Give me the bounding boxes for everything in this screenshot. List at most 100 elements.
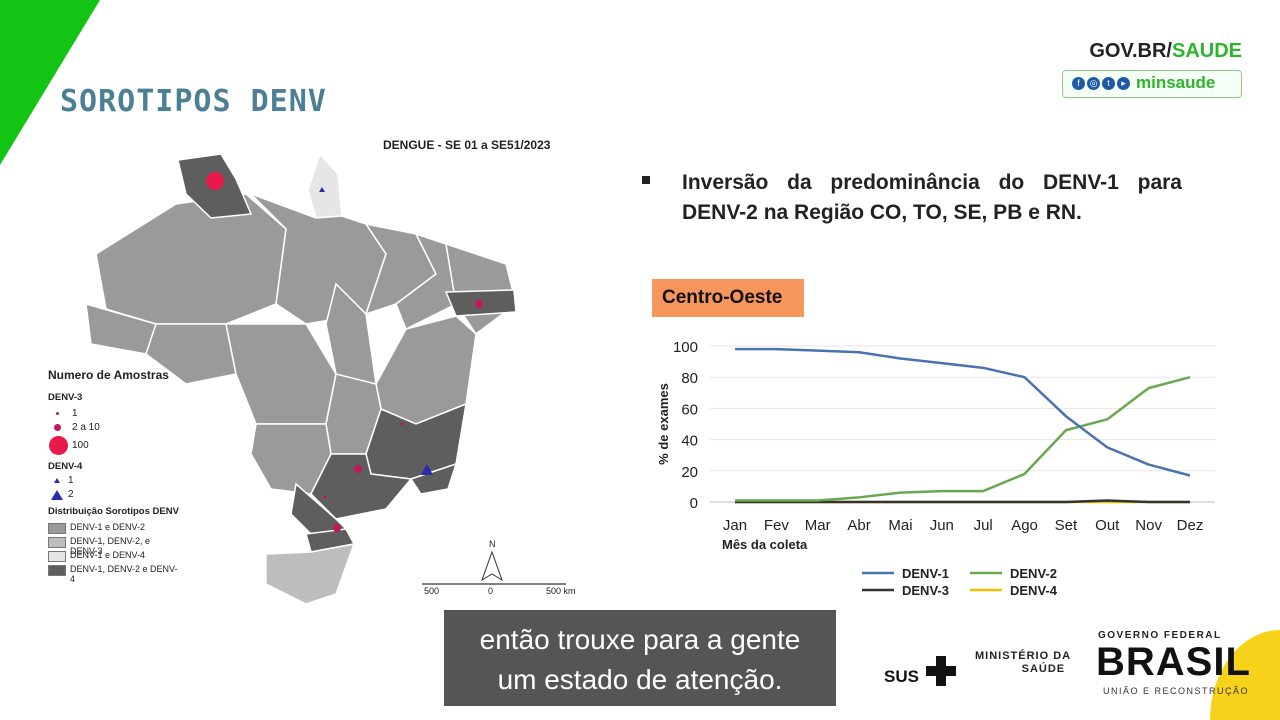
north-arrow-icon bbox=[481, 550, 503, 582]
x-tick-label: Abr bbox=[847, 517, 870, 534]
marker-100 bbox=[206, 172, 224, 190]
legend-label: DENV-3 bbox=[902, 583, 949, 598]
marker-1 bbox=[400, 422, 404, 426]
y-tick-label: 100 bbox=[673, 339, 698, 356]
legend-denv4-item: 1 bbox=[68, 475, 74, 486]
legend-denv3-item: 1 bbox=[72, 408, 78, 419]
chart-svg: 0 20 40 60 80 100 Jan Fev Mar Abr Mai Jun Jul Ago Set O… bbox=[656, 339, 1215, 598]
x-axis-title: Mês da coleta bbox=[722, 537, 808, 552]
marker-denv4-2 bbox=[421, 464, 433, 475]
brazil-map: N 500 0 500 km bbox=[85, 152, 576, 605]
x-tick-label: Jun bbox=[930, 517, 954, 534]
legend-denv4-row-1: 1 bbox=[48, 474, 179, 488]
subtitle-line-1: então trouxe para a gente bbox=[479, 624, 801, 655]
state-rio-grande-sul bbox=[265, 543, 356, 605]
x-tick-label: Mai bbox=[888, 517, 912, 534]
legend-label: DENV-1 bbox=[902, 566, 949, 581]
brasil-logo: BRASIL bbox=[1096, 640, 1251, 684]
state-rio-janeiro bbox=[409, 462, 458, 495]
x-tick-label: Nov bbox=[1135, 517, 1162, 534]
bullet-marker bbox=[642, 176, 650, 184]
video-subtitle: então trouxe para a gente um estado de a… bbox=[444, 610, 836, 706]
uniao-reconstrucao-text: UNIÃO E RECONSTRUÇÃO bbox=[1103, 686, 1250, 696]
legend-dist-item: DENV-1, DENV-2 e DENV-4 bbox=[48, 563, 179, 584]
y-tick-label: 0 bbox=[690, 495, 698, 512]
legend-heading: Numero de Amostras bbox=[48, 368, 169, 382]
gov-br-logo: GOV.BR/SAUDE bbox=[1089, 40, 1242, 63]
map-legend: Numero de Amostras DENV-3 1 2 a 10 100 D… bbox=[48, 368, 179, 584]
legend-denv3-label: DENV-3 bbox=[48, 392, 83, 403]
x-tick-label: Jan bbox=[723, 517, 747, 534]
state-rondonia bbox=[145, 323, 237, 385]
x-tick-label: Out bbox=[1095, 517, 1120, 534]
marker-2-10 bbox=[354, 465, 362, 473]
y-axis-title: % de exames bbox=[656, 383, 671, 465]
state-mato-grosso bbox=[225, 323, 337, 425]
marker-1 bbox=[323, 495, 327, 499]
x-tick-label: Jul bbox=[974, 517, 993, 534]
legend-dist-item: DENV-1, DENV-2, e DENV-3 bbox=[48, 535, 179, 556]
sus-cross-icon bbox=[925, 656, 956, 686]
map-title: DENGUE - SE 01 a SE51/2023 bbox=[383, 138, 551, 152]
marker-2-10 bbox=[333, 524, 341, 532]
legend-swatch bbox=[48, 551, 66, 562]
legend-denv3-row-3: 100 bbox=[48, 435, 179, 457]
y-tick-label: 80 bbox=[681, 370, 698, 387]
x-tick-label: Fev bbox=[764, 517, 790, 534]
x-tick-label: Mar bbox=[805, 517, 831, 534]
y-tick-label: 40 bbox=[681, 433, 698, 450]
map-panel: N 500 0 500 km bbox=[36, 134, 592, 610]
series-line-denv-2 bbox=[735, 375, 1191, 502]
legend-swatch bbox=[48, 537, 66, 548]
legend-denv3-item: 2 a 10 bbox=[72, 422, 100, 433]
x-tick-label: Ago bbox=[1011, 517, 1038, 534]
sus-logo: SUS bbox=[884, 652, 956, 687]
ministerio-saude-logo: MINISTÉRIO DA SAÚDE bbox=[975, 650, 1071, 676]
facebook-icon: f bbox=[1072, 77, 1085, 90]
youtube-icon: ▸ bbox=[1117, 77, 1130, 90]
legend-denv3-item: 100 bbox=[72, 440, 89, 451]
region-label: Centro-Oeste bbox=[652, 279, 804, 317]
north-label: N bbox=[489, 539, 496, 549]
state-amazonas bbox=[95, 193, 287, 325]
x-tick-label: Set bbox=[1055, 517, 1078, 534]
series-line-denv-1 bbox=[735, 347, 1191, 477]
slide-title: SOROTIPOS DENV bbox=[60, 84, 327, 119]
y-tick-label: 20 bbox=[681, 464, 698, 481]
scale-left: 500 bbox=[424, 586, 439, 596]
bullet-text: Inversão da predominância do DENV-1 para… bbox=[682, 171, 1182, 224]
y-tick-label: 60 bbox=[681, 401, 698, 418]
legend-dist-item: DENV-1 e DENV-2 bbox=[48, 521, 179, 535]
twitter-icon: t bbox=[1102, 77, 1115, 90]
series-line-denv-3 bbox=[735, 499, 1190, 504]
legend-dist-text: DENV-1 e DENV-4 bbox=[70, 550, 146, 560]
marker-denv4-1 bbox=[319, 187, 325, 192]
legend-denv4-label: DENV-4 bbox=[48, 461, 83, 472]
legend-dist-list: DENV-1 e DENV-2 DENV-1, DENV-2, e DENV-3 D… bbox=[48, 521, 179, 584]
governo-federal-text: GOVERNO FEDERAL bbox=[1098, 630, 1222, 641]
legend-dist-label: Distribuição Sorotipos DENV bbox=[48, 506, 179, 517]
minsaude-handle: minsaude bbox=[1136, 73, 1216, 92]
scale-zero: 0 bbox=[488, 586, 493, 596]
legend-denv4-row-2: 2 bbox=[48, 488, 179, 502]
legend-dist-text: DENV-1, DENV-2, e DENV-3 bbox=[70, 536, 151, 556]
legend-dist-item: DENV-1 e DENV-4 bbox=[48, 549, 179, 563]
state-amapa bbox=[307, 152, 343, 219]
gov-saude-text: SAUDE bbox=[1171, 40, 1242, 62]
line-chart: 0 20 40 60 80 100 Jan Fev Mar Abr Mai Jun Jul Ago Set O… bbox=[640, 330, 1240, 602]
scale-right: 500 km bbox=[546, 586, 576, 596]
legend-swatch bbox=[48, 523, 66, 534]
subtitle-line-2: um estado de atenção. bbox=[497, 664, 783, 695]
ministerio-line-2: SAÚDE bbox=[1021, 663, 1066, 675]
legend-dist-text: DENV-1, DENV-2 e DENV-4 bbox=[70, 564, 178, 584]
legend-denv3-row-2: 2 a 10 bbox=[48, 421, 179, 435]
legend-label: DENV-2 bbox=[1010, 566, 1057, 581]
instagram-icon: ◎ bbox=[1087, 77, 1100, 90]
bullet-point: Inversão da predominância do DENV-1 para… bbox=[642, 168, 1182, 228]
gov-br-text: GOV.BR/ bbox=[1089, 40, 1172, 62]
legend-denv4-item: 2 bbox=[68, 489, 74, 500]
marker-2-10 bbox=[475, 300, 483, 308]
legend-swatch bbox=[48, 565, 66, 576]
legend-label: DENV-4 bbox=[1010, 583, 1058, 598]
x-tick-label: Dez bbox=[1177, 517, 1204, 534]
